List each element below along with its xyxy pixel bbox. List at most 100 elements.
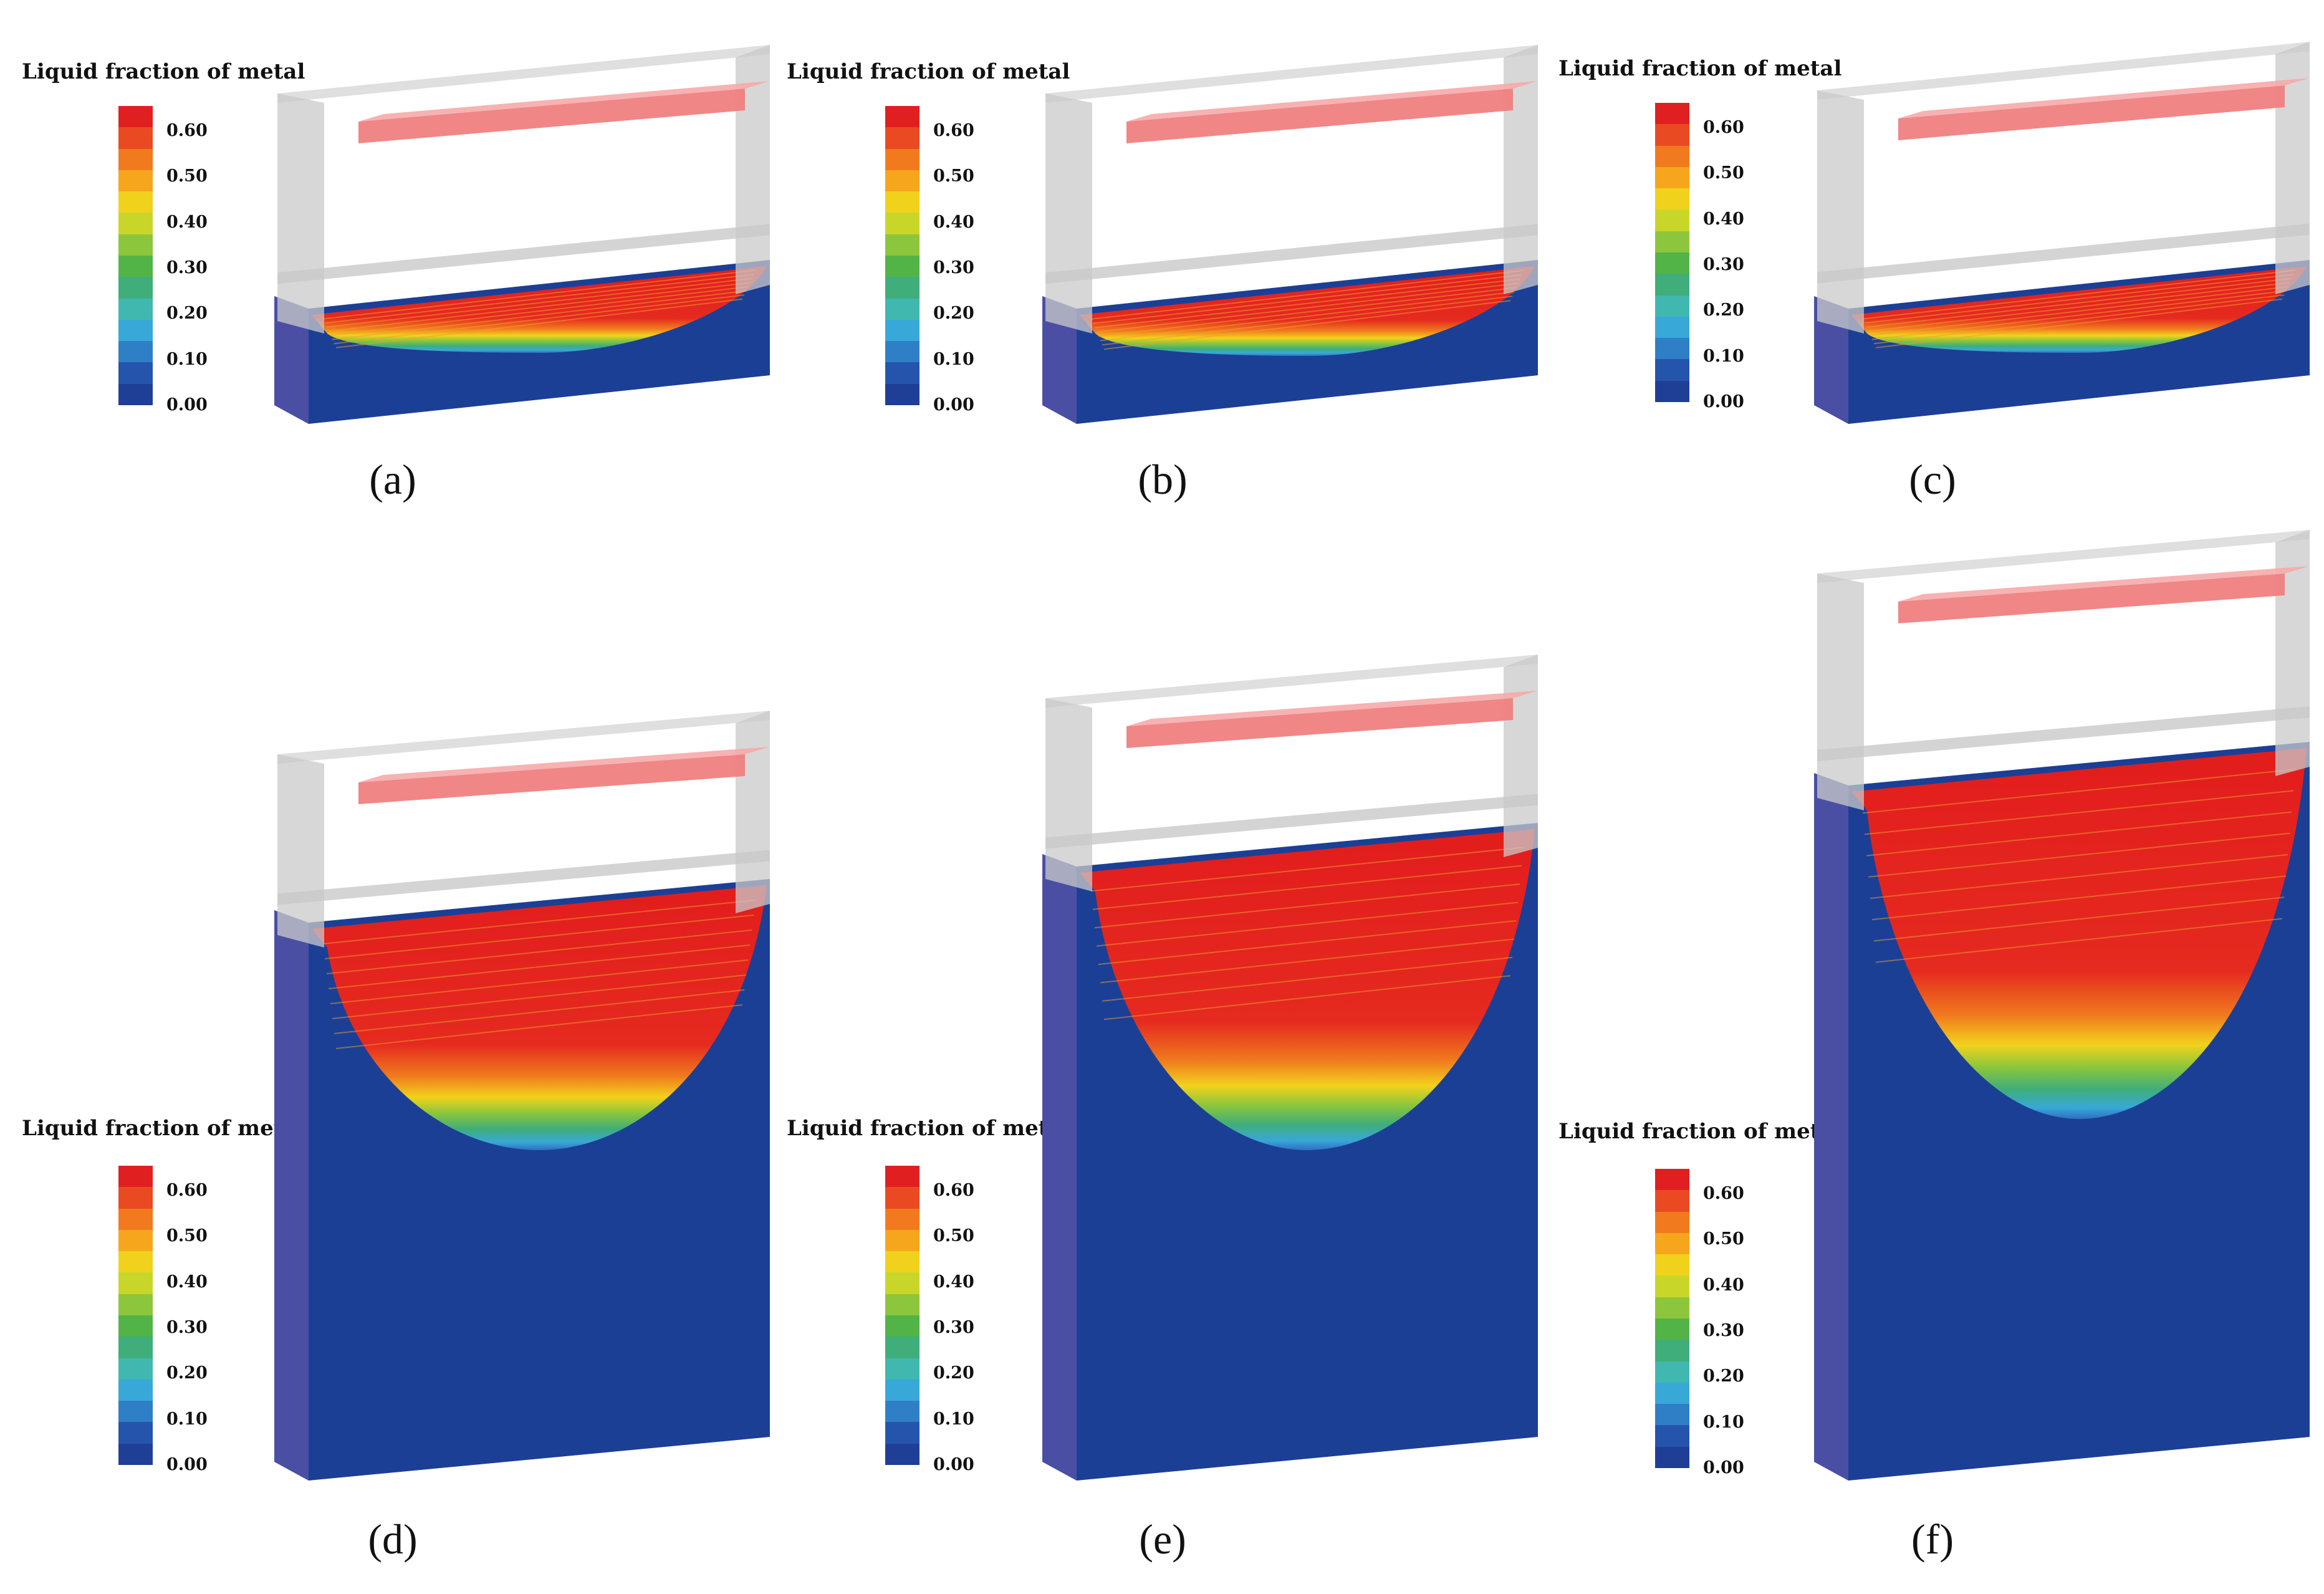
colorbar-band [885,127,920,150]
colorbar-band [1655,1425,1689,1448]
pool-contour-line [1871,290,2287,340]
colorbar-band [885,1358,920,1380]
colorbar-band [1655,1361,1689,1383]
colorbar-band [1655,338,1689,360]
pool-contour-line [328,282,751,332]
colorbar-band [1655,231,1689,253]
pool-contour-line [324,915,754,959]
colorbar-tick-label: 0.60 [166,121,208,140]
pool-contour-line [1868,282,2290,332]
colorbar-band [118,277,153,299]
mould-plane [1817,223,2310,284]
colorbar-band [118,383,153,406]
mould-top-bar [277,711,770,764]
colorbar-tick-label: 0.50 [166,166,208,186]
colorbar-band [1655,1211,1689,1234]
electrode-top-face [358,81,770,122]
colorbar-band [1655,188,1689,210]
colorbar-band [118,1422,153,1444]
colorbar-band [1655,145,1689,168]
electrode [1126,89,1513,143]
pool-contour-line [1871,875,2287,921]
colorbar-band [885,256,920,277]
colorbar-tick-label: 0.10 [166,349,208,369]
colorbar-tick-label: 0.50 [166,1226,208,1246]
electrode [358,89,745,143]
colorbar-band [885,106,920,128]
colorbar-band [118,1443,153,1466]
colorbar-band [1655,1190,1689,1212]
pool-contour-line [1094,278,1520,329]
pool-contour-line [328,944,751,989]
colorbar-tick-label: 0.30 [933,1318,974,1337]
mould-plane [1045,224,1538,284]
electrode [358,754,745,804]
colorbar-band [118,127,153,150]
pool-contour-line [1864,790,2294,835]
pool-contour-line [334,989,745,1034]
colorbar-band [885,383,920,406]
pool-contour-line [1864,274,2294,324]
pool-contour-line [1100,291,1515,342]
colorbar-band [1655,1254,1689,1276]
ingot-side-face [274,296,309,424]
electrode-top-face [1898,566,2310,602]
pool-contour-line [324,274,754,324]
pool-contour-line [1090,847,1524,892]
colorbar-band [118,234,153,256]
colorbar-tick-label: 0.20 [1703,1366,1744,1386]
pool-contour-line [1098,287,1517,337]
ingot-side-face [1042,296,1077,424]
mould-plane [277,224,770,284]
colorbar-band [885,341,920,363]
colorbar-band [1655,166,1689,189]
colorbar-tick-label: 0.10 [166,1409,208,1429]
pool-contour-line [330,286,749,336]
colorbar-band [118,1337,153,1359]
pool-contour-line [1873,896,2285,942]
electrode-top-face [358,747,770,782]
colorbar-band [885,1337,920,1359]
colorbar-tick-label: 0.40 [933,212,974,232]
colorbar-tick-label: 0.60 [933,1181,974,1200]
colorbar-band [118,1294,153,1316]
mould-plane [277,850,770,905]
colorbar-band [885,1272,920,1295]
colorbar-tick-label: 0.50 [933,166,974,186]
colorbar-tick-label: 0.30 [1703,255,1744,274]
pool-contour-line [332,290,747,340]
legend-title: Liquid fraction of metal [787,59,1070,84]
colorbar-band [1655,316,1689,338]
colorbar-band [118,256,153,277]
colorbar-band [118,298,153,320]
colorbar-band [1655,1275,1689,1298]
colorbar-tick-label: 0.00 [1703,392,1744,411]
legend-title: Liquid fraction of metal [22,59,305,84]
pool-contour-line [330,959,749,1004]
colorbar-band [118,319,153,342]
colorbar-tick-label: 0.00 [1703,1458,1744,1477]
colorbar-band [885,277,920,299]
pool-contour-line [1103,975,1511,1020]
colorbar-band [118,1401,153,1423]
colorbar-tick-label: 0.30 [166,1318,208,1337]
pool-contour-line [1862,269,2296,320]
colorbar-band [118,213,153,235]
colorbar-band [885,1443,920,1466]
colorbar-band [118,1379,153,1401]
colorbar-band [1655,1382,1689,1404]
colorbar-band [885,1379,920,1401]
colorbar-band [118,1166,153,1188]
colorbar-tick-label: 0.40 [166,1272,208,1292]
colorbar-band [1655,252,1689,274]
colorbar-band [885,1251,920,1273]
colorbar-tick-label: 0.10 [933,1409,974,1429]
panel-caption: (e) [1139,1515,1186,1563]
colorbar-band [1655,1232,1689,1255]
colorbar-band [118,1315,153,1337]
colorbar-tick-label: 0.50 [933,1226,974,1246]
colorbar-tick-label: 0.60 [166,1181,208,1200]
mould-left-post [1817,574,1864,810]
